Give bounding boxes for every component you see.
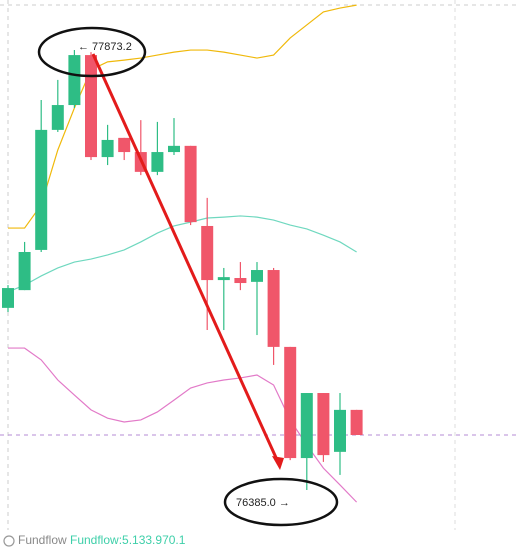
- highlight-ellipse: [37, 26, 147, 78]
- candle-body: [101, 139, 114, 158]
- candle-body: [267, 270, 280, 347]
- plot: [0, 4, 520, 503]
- low-annotation: 76385.0 →: [236, 497, 290, 509]
- footer-label: Fundflow: [18, 533, 67, 547]
- candle-body: [317, 393, 330, 456]
- arrow: [91, 53, 280, 463]
- candle-body: [2, 288, 14, 308]
- footer-icon: [3, 535, 15, 547]
- candle-body: [35, 129, 48, 250]
- high-annotation: ← 77873.2: [78, 41, 132, 53]
- candle-body: [68, 55, 81, 106]
- candle-body: [217, 277, 230, 281]
- band-line: [8, 4, 357, 229]
- highlight-ellipse: [223, 477, 339, 527]
- candle-body: [118, 137, 131, 153]
- footer-value: Fundflow:5.133.970.1: [70, 533, 186, 547]
- candle-body: [184, 145, 197, 223]
- candle-body: [234, 278, 247, 284]
- candle-body: [334, 409, 346, 452]
- candle-body: [350, 409, 363, 436]
- candle-body: [300, 393, 313, 459]
- candle-body: [151, 152, 164, 172]
- candle-body: [18, 251, 31, 291]
- arrow-head: [272, 456, 284, 470]
- band-line: [8, 347, 358, 503]
- candle-body: [284, 346, 297, 459]
- candle-body: [51, 105, 64, 130]
- candle-body: [251, 270, 263, 282]
- candle-body: [168, 145, 180, 153]
- candle-body: [85, 55, 97, 158]
- band-line: [7, 215, 357, 293]
- candle-body: [201, 225, 214, 281]
